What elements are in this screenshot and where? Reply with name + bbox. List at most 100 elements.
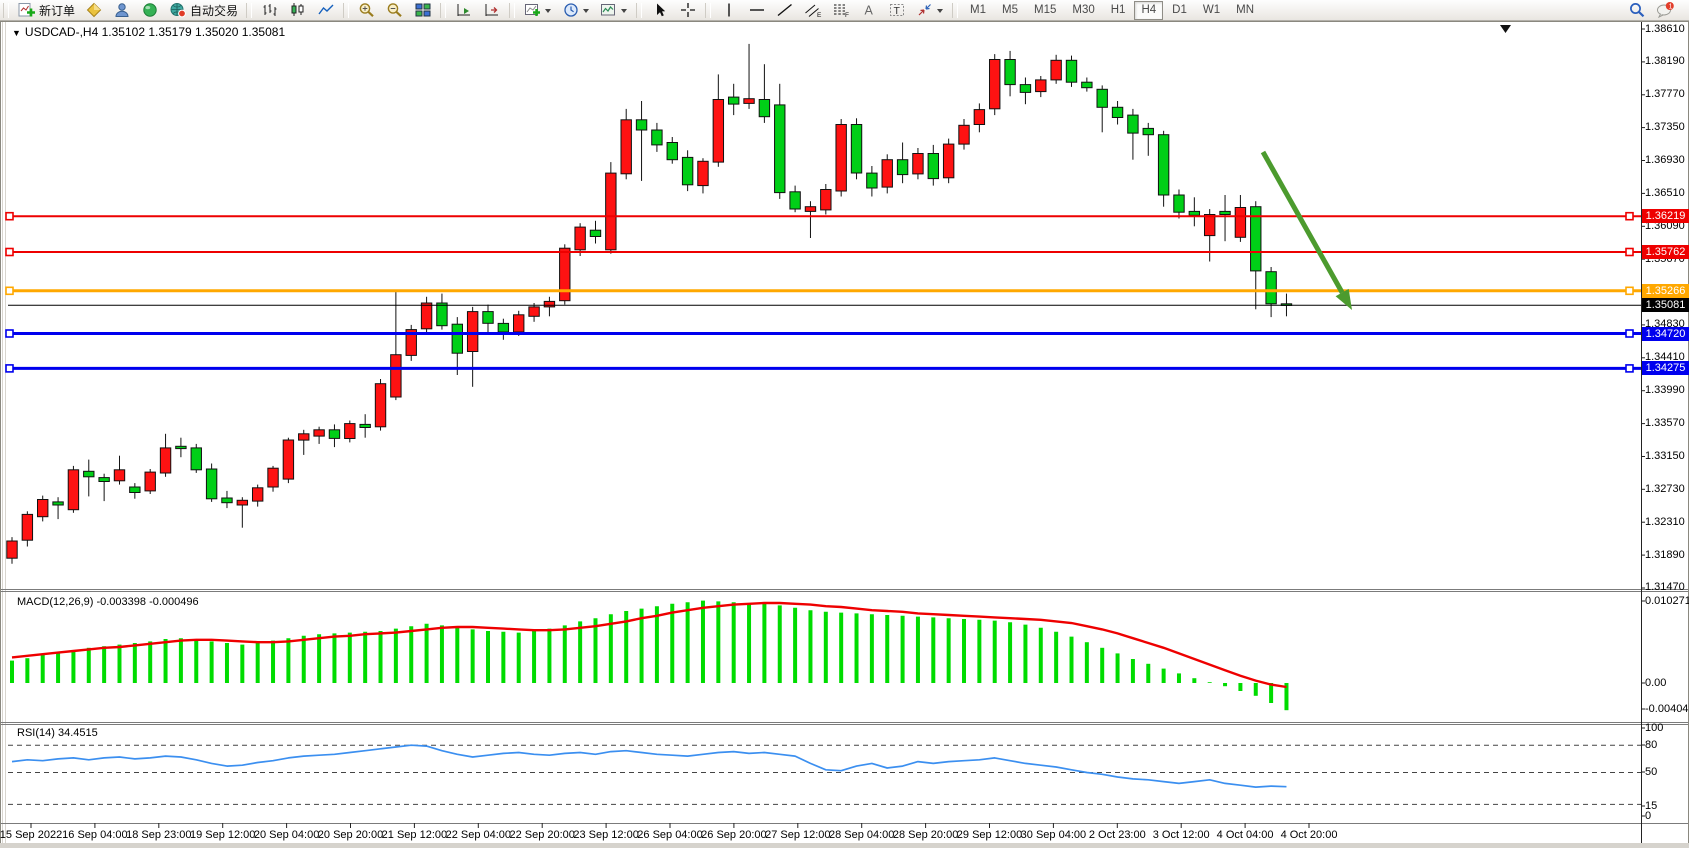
price-tick-label: 1.36930: [1645, 154, 1685, 167]
line-handle[interactable]: [5, 247, 14, 257]
tile-windows-button[interactable]: [410, 0, 436, 21]
candle-body: [896, 159, 909, 176]
toolbar-grip[interactable]: [440, 2, 447, 18]
rsi-axis-label: 80: [1645, 738, 1658, 751]
tf-h1-button[interactable]: H1: [1110, 3, 1126, 16]
candle-body: [927, 153, 939, 180]
new-order-label: 新订单: [39, 3, 76, 18]
arrows-button[interactable]: [912, 0, 948, 21]
toolbar-grip[interactable]: [509, 2, 516, 18]
text-button[interactable]: A: [856, 0, 882, 21]
cursor-arrow-icon: [657, 3, 666, 17]
trendline-button[interactable]: [772, 0, 798, 21]
candle-body: [1188, 210, 1201, 216]
toolbar-grip[interactable]: [246, 2, 253, 18]
line-handle[interactable]: [1625, 247, 1634, 257]
signals-button[interactable]: [109, 0, 135, 21]
candle-body: [559, 247, 571, 302]
tf-m5-button[interactable]: M5: [1002, 3, 1018, 16]
line-handle[interactable]: [5, 286, 14, 296]
tf-w1-button[interactable]: W1: [1202, 3, 1221, 16]
line-chart-button[interactable]: [313, 0, 339, 21]
indicators-button[interactable]: [520, 0, 556, 21]
candle-body: [313, 429, 325, 437]
candlestick-chart-button[interactable]: [285, 0, 311, 21]
tf-m30-button[interactable]: M30: [1072, 3, 1095, 16]
tf-m1-button[interactable]: M1: [970, 3, 987, 16]
chart-dropdown-icon[interactable]: ▼: [12, 28, 21, 38]
candle-body: [451, 323, 463, 354]
toolbar-grip[interactable]: [343, 2, 350, 18]
candle-body: [6, 540, 18, 559]
crosshair-button[interactable]: [675, 0, 701, 21]
horizontal-line-button[interactable]: [744, 0, 770, 21]
line-handle[interactable]: [5, 364, 14, 373]
candle-body: [374, 383, 387, 428]
zoom-in-button[interactable]: [354, 0, 380, 21]
candle-body: [835, 124, 847, 192]
zoom-out-button[interactable]: [382, 0, 408, 21]
templates-button[interactable]: [596, 0, 632, 21]
candle-body: [282, 439, 295, 480]
candle-body: [804, 206, 817, 212]
time-axis-label: 29 Sep 12:00: [956, 829, 1023, 841]
search-button[interactable]: [1624, 0, 1650, 21]
macd-axis-label: 0.00: [1645, 676, 1667, 689]
chart-shift-marker[interactable]: [1500, 25, 1511, 33]
tf-m15-button[interactable]: M15: [1034, 3, 1057, 16]
toolbar-grip[interactable]: [3, 2, 9, 18]
line-handle[interactable]: [5, 329, 14, 338]
candle-body: [1142, 127, 1154, 136]
chat-badge: 1: [1669, 3, 1673, 10]
toolbar-grip[interactable]: [636, 2, 643, 18]
candle-body: [83, 470, 95, 478]
line-handle[interactable]: [1625, 211, 1634, 221]
line-handle[interactable]: [1625, 364, 1634, 373]
candle-body: [635, 119, 648, 131]
candle-body: [1127, 114, 1139, 134]
channel-button[interactable]: E: [800, 0, 826, 21]
community-button[interactable]: [137, 0, 163, 21]
candle-body: [1250, 206, 1262, 272]
auto-trading-button[interactable]: 自动交易: [165, 0, 242, 21]
fibonacci-button[interactable]: F: [828, 0, 854, 21]
candle-body: [420, 302, 433, 330]
candle-body: [820, 189, 832, 211]
periods-button[interactable]: [558, 0, 594, 21]
trend-arrow-head[interactable]: [1335, 288, 1352, 310]
macd-histogram: [10, 600, 1289, 711]
chart-shift-button[interactable]: [479, 0, 505, 21]
tf-h4-button[interactable]: H4: [1134, 0, 1164, 20]
fibonacci-icon: F: [834, 4, 849, 18]
candle-body: [1004, 59, 1016, 86]
candlestick-icon: [291, 3, 304, 16]
line-handle[interactable]: [1625, 286, 1634, 296]
tf-d1-button[interactable]: D1: [1172, 3, 1187, 16]
panel-splitter[interactable]: [1, 722, 1688, 725]
bar-chart-button[interactable]: [257, 0, 283, 21]
left-splitter-grip[interactable]: [2, 22, 6, 843]
panel-splitter[interactable]: [1, 589, 1688, 592]
chat-button[interactable]: 1: [1652, 0, 1678, 21]
vertical-line-button[interactable]: [716, 0, 742, 21]
price-level-badge: 1.34275: [1642, 361, 1689, 376]
candle-body: [1173, 194, 1185, 213]
candle-body: [912, 153, 924, 175]
toolbar-grip[interactable]: [952, 2, 959, 18]
macd-indicator-label: MACD(12,26,9) -0.003398 -0.000496: [17, 596, 199, 608]
candle-body: [620, 119, 632, 175]
line-handle[interactable]: [1625, 329, 1634, 338]
new-order-button[interactable]: 新订单: [14, 0, 79, 21]
cursor-button[interactable]: [647, 0, 673, 21]
market-button[interactable]: [81, 0, 107, 21]
toolbar-grip[interactable]: [705, 2, 712, 18]
trend-arrow-line[interactable]: [1260, 150, 1345, 294]
time-axis-label: 16 Sep 04:00: [62, 829, 128, 841]
tf-mn-button[interactable]: MN: [1236, 3, 1254, 16]
text-label-button[interactable]: T: [884, 0, 910, 21]
candle-body: [513, 314, 525, 333]
line-handle[interactable]: [5, 211, 14, 221]
time-axis-label: 26 Sep 04:00: [637, 829, 703, 841]
auto-scroll-button[interactable]: [451, 0, 477, 21]
